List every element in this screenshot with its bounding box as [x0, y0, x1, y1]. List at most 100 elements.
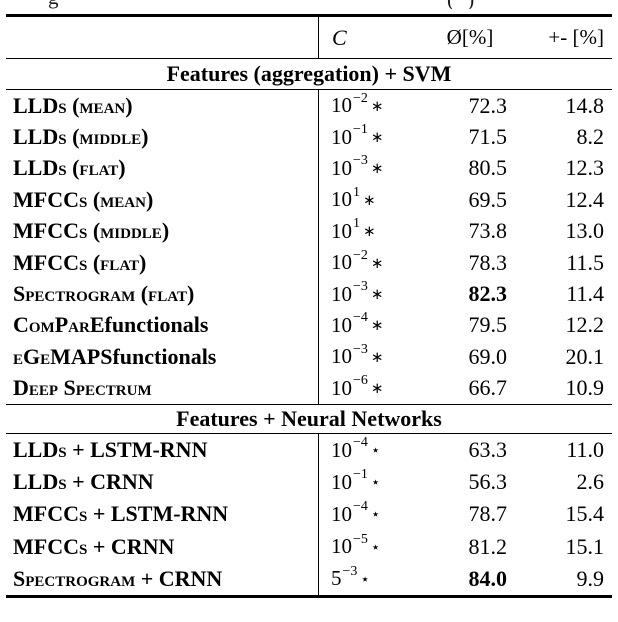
c-exponent: −1	[353, 467, 368, 483]
row-label: MFCCs (mean)	[6, 184, 318, 215]
c-value: 10 1 ∗	[318, 184, 430, 216]
std-value: 15.1	[565, 533, 605, 559]
c-value: 10 −3 ∗	[318, 278, 430, 310]
asterisk-icon: ∗	[370, 159, 384, 178]
table-row: MFCCs + LSTM-RNN 10 −4 ⋆ 78.7 15.4	[6, 498, 612, 531]
c-value: 10 −1 ∗	[318, 121, 430, 153]
table-row: eGeMAPS functionals 10 −3 ∗ 69.0 20.1	[6, 341, 612, 373]
asterisk-icon: ∗	[370, 347, 384, 366]
section-title: Features (aggregation) + SVM	[6, 59, 612, 90]
section-title: Features + Neural Networks	[6, 403, 612, 434]
c-value: 10 1 ∗	[318, 215, 430, 247]
mean-value: 71.5	[468, 124, 508, 150]
mean-value: 66.7	[468, 375, 508, 401]
c-base: 10	[331, 469, 352, 494]
c-exponent: −2	[353, 247, 368, 263]
std-value: 10.9	[565, 375, 605, 401]
c-base: 10	[331, 93, 352, 118]
std-value: 12.3	[565, 155, 605, 181]
row-label: LLDs (mean)	[6, 90, 318, 121]
asterisk-icon: ∗	[370, 285, 384, 304]
row-label-smallcaps: ComParE	[13, 312, 105, 338]
row-label-smallcaps: MFCCs (flat)	[13, 249, 147, 275]
table-row: MFCCs + CRNN 10 −5 ⋆ 81.2 15.1	[6, 530, 612, 563]
c-exponent: −6	[353, 373, 368, 389]
std-value: 11.0	[566, 437, 604, 462]
c-value: 10 −2 ∗	[318, 246, 430, 279]
row-label: LLDs + CRNN	[6, 466, 318, 498]
c-base: 10	[331, 187, 352, 212]
std-value: 2.6	[576, 469, 605, 495]
std-value: 9.9	[576, 565, 605, 591]
c-base: 10	[331, 344, 352, 369]
c-value: 10 −4 ⋆	[318, 498, 430, 531]
c-base: 10	[331, 501, 352, 526]
row-label-smallcaps: LLDs + CRNN	[13, 469, 154, 495]
results-table: C Ø[%] +- [%] Features (aggregation) + S…	[6, 14, 612, 598]
c-value: 10 −6 ∗	[318, 372, 430, 404]
table-row: LLDs (flat) 10 −3 ∗ 80.5 12.3	[6, 152, 612, 185]
table-row: LLDs (mean) 10 −2 ∗ 72.3 14.8	[6, 90, 612, 122]
c-exponent: 1	[353, 184, 360, 200]
c-exponent: −5	[353, 531, 368, 547]
table-row: Deep Spectrum 10 −6 ∗ 66.7 10.9	[6, 372, 612, 404]
mean-value: 73.8	[468, 218, 508, 244]
row-label-smallcaps: Spectrogram + CRNN	[13, 565, 223, 591]
mean-value: 82.3	[468, 281, 508, 307]
row-label-smallcaps: MFCCs (middle)	[13, 218, 170, 244]
col-header-mean: Ø[%]	[446, 25, 494, 49]
c-base: 10	[331, 155, 352, 180]
row-label: MFCCs (middle)	[6, 216, 318, 247]
std-value: 11.4	[566, 281, 604, 307]
mean-value: 78.3	[468, 249, 508, 275]
c-base: 10	[331, 534, 352, 559]
row-label-smallcaps: eGeMAPS	[13, 343, 113, 369]
mean-value: 69.5	[468, 186, 508, 212]
cropped-caption-fragment: g	[48, 0, 74, 9]
row-label: LLDs + LSTM-RNN	[6, 434, 318, 466]
c-value: 5 −3 ⋆	[318, 562, 430, 595]
row-label-smallcaps: Spectrogram (flat)	[13, 281, 195, 307]
row-label: ComParE functionals	[6, 310, 318, 341]
row-label-smallcaps: LLDs + LSTM-RNN	[13, 437, 208, 462]
mean-value: 56.3	[468, 469, 508, 495]
c-exponent: −4	[353, 310, 368, 326]
c-exponent: −1	[353, 122, 368, 138]
c-base: 10	[331, 375, 352, 400]
table-row: LLDs (middle) 10 −1 ∗ 71.5 8.2	[6, 121, 612, 153]
c-base: 5	[331, 566, 342, 591]
table-row: MFCCs (flat) 10 −2 ∗ 78.3 11.5	[6, 246, 612, 279]
c-base: 10	[331, 281, 352, 306]
std-value: 8.2	[576, 124, 605, 150]
mean-value: 80.5	[468, 155, 508, 181]
c-exponent: −2	[353, 90, 368, 106]
star-icon: ⋆	[370, 537, 381, 556]
caption-fragment-text: g	[48, 0, 74, 9]
table-row: Spectrogram + CRNN 5 −3 ⋆ 84.0 9.9	[6, 562, 612, 595]
c-value: 10 −2 ∗	[318, 90, 430, 122]
c-exponent: −4	[353, 499, 368, 515]
star-icon: ⋆	[370, 441, 381, 459]
c-value: 10 −3 ∗	[318, 341, 430, 373]
std-value: 20.1	[565, 343, 605, 369]
c-base: 10	[331, 312, 352, 337]
table-row: MFCCs (mean) 10 1 ∗ 69.5 12.4	[6, 184, 612, 216]
star-icon: ⋆	[370, 473, 381, 492]
col-header-std: +- [%]	[548, 25, 604, 49]
c-exponent: −4	[353, 435, 368, 450]
row-label-smallcaps: LLDs (flat)	[13, 155, 126, 181]
mean-value: 72.3	[468, 92, 508, 118]
c-base: 10	[331, 218, 352, 243]
asterisk-icon: ∗	[363, 222, 376, 241]
row-label-smallcaps: MFCCs + CRNN	[13, 533, 175, 559]
c-value: 10 −5 ⋆	[318, 530, 430, 563]
std-value: 12.2	[565, 312, 605, 338]
c-base: 10	[331, 250, 352, 275]
std-value: 13.0	[565, 218, 605, 244]
row-label: LLDs (flat)	[6, 153, 318, 184]
header-empty-cell	[6, 17, 318, 58]
std-value: 11.5	[566, 249, 604, 275]
row-label-smallcaps: Deep Spectrum	[13, 375, 152, 401]
row-label: Deep Spectrum	[6, 373, 318, 404]
c-value: 10 −1 ⋆	[318, 466, 430, 499]
